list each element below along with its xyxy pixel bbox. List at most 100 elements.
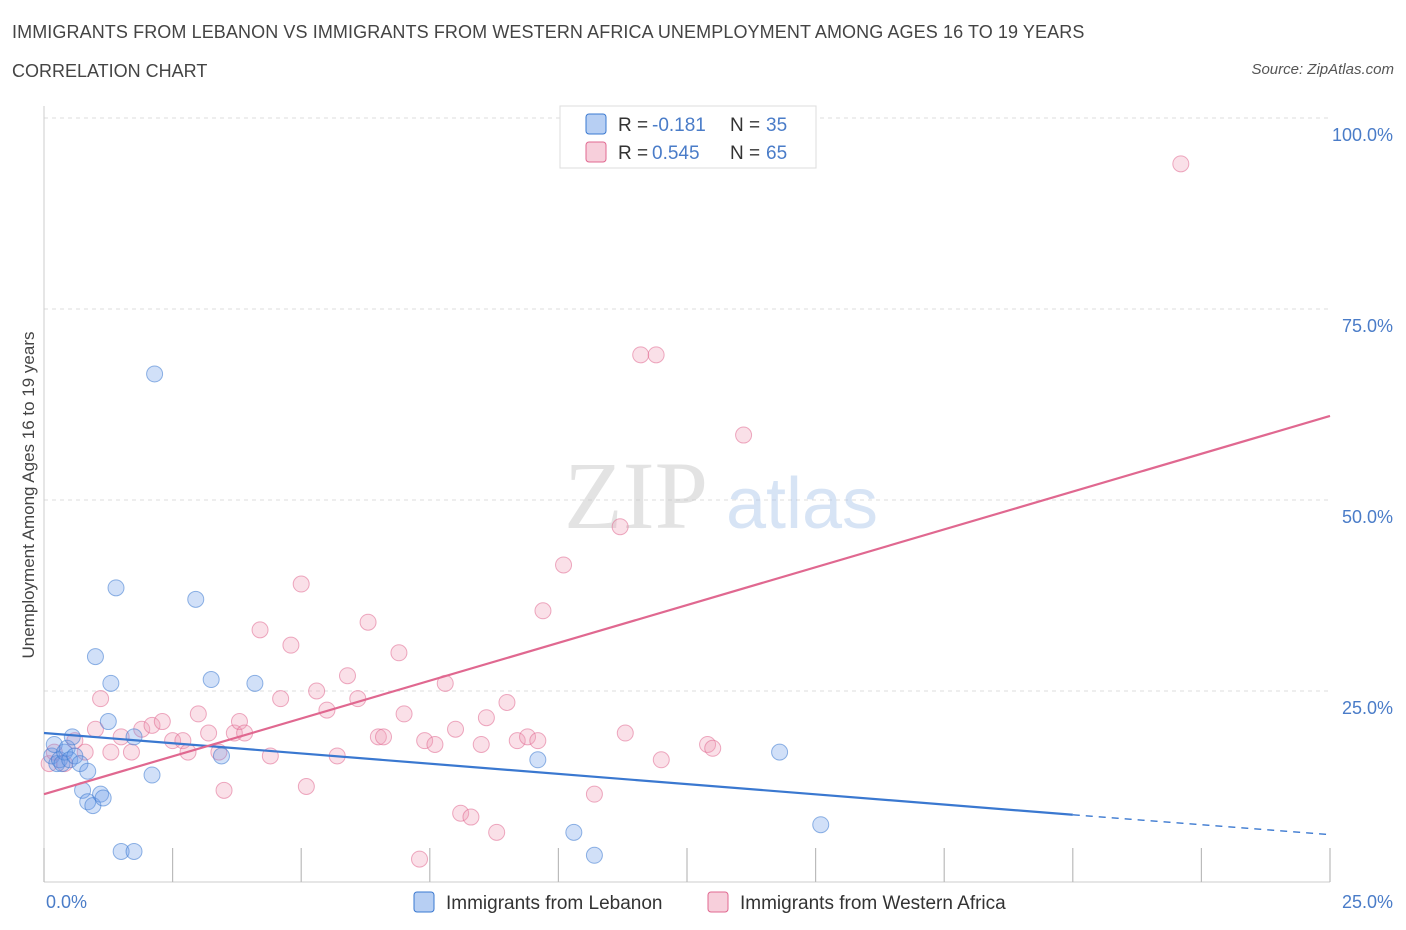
trend-lines [43, 414, 1331, 836]
point-western-africa [704, 739, 722, 757]
chart-title: IMMIGRANTS FROM LEBANON VS IMMIGRANTS FR… [12, 22, 1085, 42]
legend-top-lebanon-n-label: N = [730, 115, 760, 136]
legend-top-western-africa-n-label: N = [730, 143, 760, 164]
point-lebanon [125, 728, 143, 746]
y-tick-label: 25.0% [1342, 698, 1393, 718]
point-western-africa [447, 720, 465, 738]
point-western-africa [647, 346, 665, 364]
point-western-africa [472, 735, 490, 753]
point-lebanon [146, 365, 164, 383]
legend-bottom-western-africa-label: Immigrants from Western Africa [740, 893, 1006, 914]
point-western-africa [102, 743, 120, 761]
point-western-africa [338, 667, 356, 685]
point-western-africa [616, 724, 634, 742]
point-western-africa [555, 556, 573, 574]
legend-top: R = -0.181 N = 35 R = 0.545 N = 65 [559, 105, 817, 169]
trend-line-western-africa [43, 414, 1331, 796]
y-axis-label: Unemployment Among Ages 16 to 19 years [19, 332, 38, 659]
point-western-africa [488, 823, 506, 841]
point-lebanon [107, 579, 125, 597]
point-western-africa [153, 713, 171, 731]
legend-top-western-africa-r-label: R = [618, 143, 648, 164]
point-western-africa [189, 705, 207, 723]
legend-top-lebanon-swatch [585, 113, 607, 135]
point-western-africa [143, 716, 161, 734]
legend-bottom: Immigrants from Lebanon Immigrants from … [413, 891, 1006, 914]
point-western-africa [529, 732, 547, 750]
point-western-africa [462, 808, 480, 826]
legend-top-lebanon-r-label: R = [618, 115, 648, 136]
y-tick-label: 75.0% [1342, 316, 1393, 336]
point-western-africa [411, 850, 429, 868]
point-western-africa [426, 735, 444, 753]
point-lebanon [565, 823, 583, 841]
point-western-africa [519, 728, 537, 746]
point-lebanon [99, 713, 117, 731]
point-lebanon [112, 842, 130, 860]
point-lebanon [79, 762, 97, 780]
legend-bottom-lebanon-label: Immigrants from Lebanon [446, 893, 663, 914]
watermark-atlas: atlas [726, 464, 878, 544]
trend-line-lebanon [43, 731, 1073, 816]
point-western-africa [215, 781, 233, 799]
trend-line-lebanon-extension [1072, 814, 1331, 836]
point-lebanon [125, 842, 143, 860]
point-lebanon [63, 728, 81, 746]
point-western-africa [498, 693, 516, 711]
point-lebanon [202, 671, 220, 689]
point-western-africa [585, 785, 603, 803]
point-western-africa [1172, 155, 1190, 173]
y-tick-label: 50.0% [1342, 507, 1393, 527]
point-western-africa [395, 705, 413, 723]
legend-bottom-western-africa-swatch [707, 891, 729, 913]
point-lebanon [86, 648, 104, 666]
point-western-africa [390, 644, 408, 662]
point-lebanon [94, 789, 112, 807]
legend-top-western-africa-r-value: 0.545 [652, 143, 700, 164]
legend-bottom-lebanon-swatch [413, 891, 435, 913]
point-lebanon [585, 846, 603, 864]
point-western-africa [611, 518, 629, 536]
axes [43, 106, 1331, 883]
watermark: ZIP atlas [564, 442, 878, 549]
point-western-africa [735, 426, 753, 444]
point-western-africa [282, 636, 300, 654]
point-western-africa [534, 602, 552, 620]
point-lebanon [246, 674, 264, 692]
x-tick-label: 0.0% [46, 892, 87, 912]
point-western-africa [369, 728, 387, 746]
point-western-africa [632, 346, 650, 364]
point-western-africa [251, 621, 269, 639]
point-lebanon [187, 590, 205, 608]
tick-labels: 25.0% 50.0% 75.0% 100.0% 0.0% 25.0% [46, 125, 1393, 912]
point-lebanon [529, 751, 547, 769]
point-western-africa [122, 743, 140, 761]
legend-top-western-africa-n-value: 65 [766, 143, 787, 164]
point-western-africa [375, 728, 393, 746]
chart-subtitle: CORRELATION CHART [12, 61, 208, 81]
point-western-africa [297, 778, 315, 795]
data-points [40, 155, 1190, 868]
point-western-africa [477, 709, 495, 727]
point-western-africa [164, 732, 182, 750]
source-credit: Source: ZipAtlas.com [1251, 61, 1394, 78]
point-lebanon [212, 747, 230, 765]
point-western-africa [416, 732, 434, 750]
point-western-africa [508, 732, 526, 750]
point-western-africa [292, 575, 310, 593]
legend-top-lebanon-n-value: 35 [766, 115, 787, 136]
point-lebanon [812, 816, 830, 834]
x-tick-label: 25.0% [1342, 892, 1393, 912]
point-lebanon [771, 743, 789, 761]
point-western-africa [200, 724, 218, 742]
legend-top-western-africa-swatch [585, 141, 607, 163]
point-western-africa [359, 613, 377, 631]
point-western-africa [452, 804, 470, 822]
point-lebanon [143, 766, 161, 784]
point-western-africa [92, 690, 110, 708]
point-lebanon [102, 674, 120, 692]
y-tick-label: 100.0% [1332, 125, 1393, 145]
point-western-africa [112, 728, 130, 746]
point-western-africa [308, 682, 326, 700]
